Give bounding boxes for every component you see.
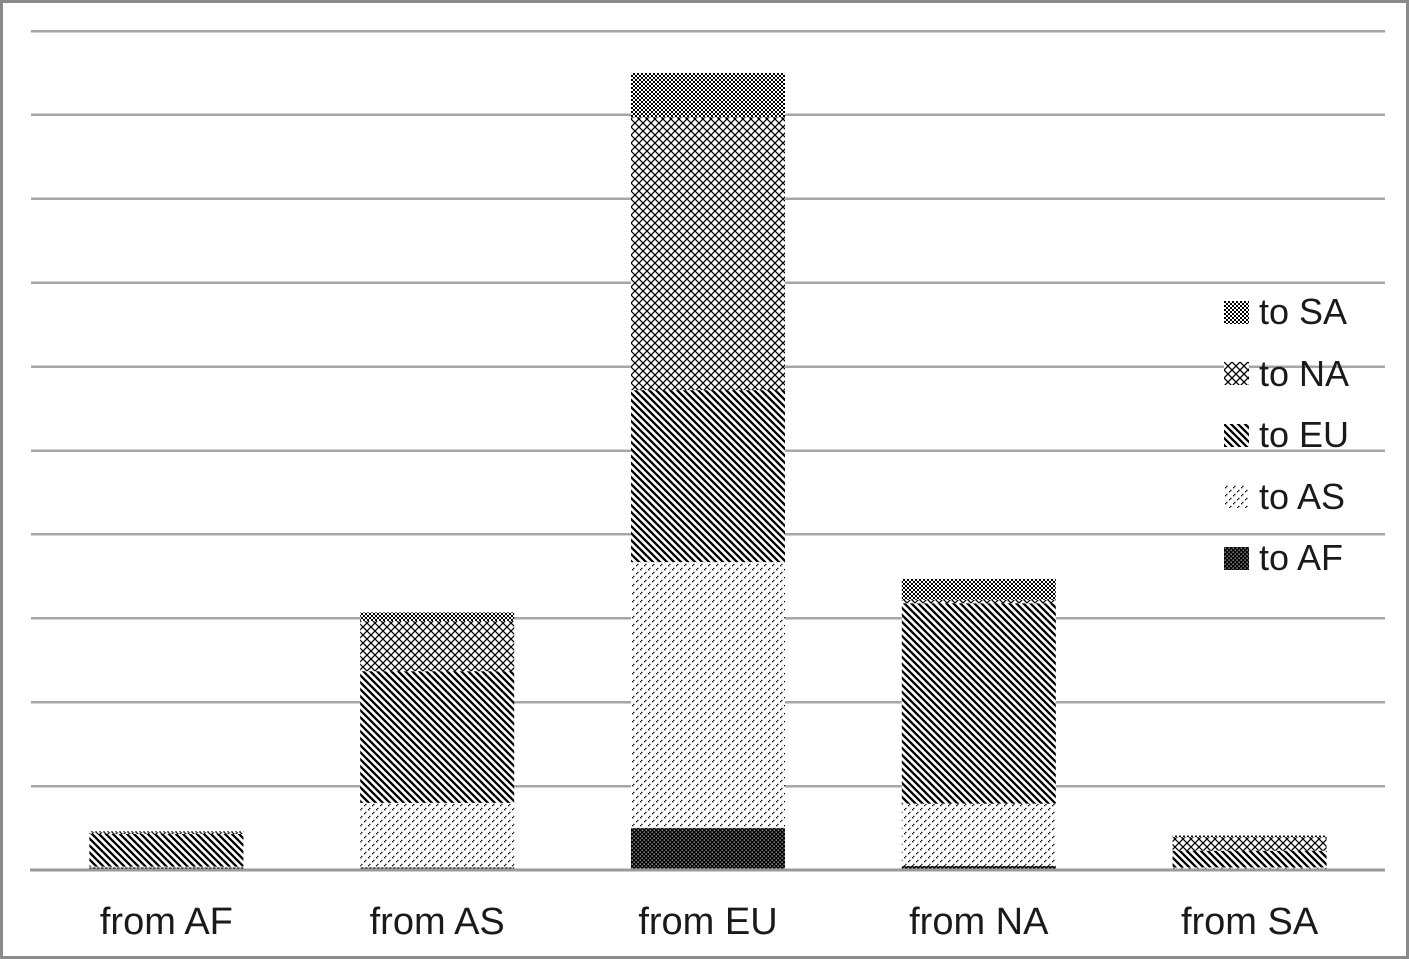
- bar-segment-from-as-to-na: [360, 620, 515, 672]
- legend-item-to-na: to NA: [1224, 352, 1350, 394]
- legend-label: to AF: [1259, 537, 1344, 578]
- bar-segment-from-eu-to-sa: [631, 72, 785, 118]
- bar-segment-from-af-to-as: [89, 866, 244, 868]
- bar-segment-from-sa-to-sa: [1172, 835, 1327, 838]
- bar-segment-from-as-to-as: [360, 802, 515, 868]
- bar-from-na: [901, 578, 1056, 870]
- legend-item-to-eu: to EU: [1224, 414, 1350, 455]
- x-axis-label-from-sa: from SA: [1180, 901, 1319, 943]
- bar-segment-from-na-to-as: [901, 803, 1056, 866]
- x-axis-label-from-af: from AF: [99, 901, 233, 943]
- x-axis-label-from-as: from AS: [369, 901, 505, 943]
- plot-area: [30, 29, 1385, 872]
- legend-label: to NA: [1259, 352, 1350, 394]
- bar-segment-from-af-to-sa: [89, 831, 244, 833]
- bar-segment-from-eu-to-na: [631, 117, 785, 391]
- bar-segment-from-sa-to-na: [1172, 837, 1327, 851]
- x-axis-label-from-eu: from EU: [638, 901, 778, 943]
- bar-segment-from-as-to-eu: [360, 671, 515, 803]
- bar-from-eu: [631, 72, 785, 870]
- bar-from-af: [89, 831, 244, 870]
- legend-swatch-to-eu-icon: [1224, 423, 1249, 447]
- bar-segment-from-na-to-eu: [901, 603, 1056, 804]
- bar-segment-from-eu-to-af: [631, 828, 785, 870]
- bar-segment-from-eu-to-eu: [631, 390, 785, 563]
- bar-from-sa: [1172, 835, 1327, 870]
- bar-segment-from-sa-to-as: [1172, 867, 1327, 870]
- bar-segment-from-sa-to-eu: [1172, 850, 1327, 868]
- legend-swatch-to-as-icon: [1224, 485, 1249, 508]
- bar-from-as: [360, 612, 515, 870]
- legend-label: to AS: [1259, 475, 1346, 517]
- legend-label: to EU: [1259, 414, 1350, 455]
- legend-item-to-af: to AF: [1224, 537, 1344, 578]
- bar-segment-from-na-to-af: [901, 865, 1056, 870]
- bar-segment-from-af-to-na: [89, 832, 244, 834]
- bars: [89, 72, 1327, 870]
- bar-segment-from-na-to-sa: [901, 578, 1056, 600]
- legend-item-to-sa: to SA: [1224, 291, 1348, 332]
- legend-swatch-to-na-icon: [1224, 362, 1249, 385]
- legend-swatch-to-af-icon: [1224, 546, 1249, 570]
- legend-item-to-as: to AS: [1224, 475, 1346, 517]
- bar-segment-from-eu-to-as: [631, 562, 785, 829]
- legend-swatch-to-sa-icon: [1224, 300, 1249, 324]
- x-axis-label-from-na: from NA: [909, 901, 1049, 943]
- legend-label: to SA: [1259, 291, 1348, 332]
- bar-segment-from-na-to-na: [901, 599, 1056, 604]
- bar-segment-from-as-to-sa: [360, 612, 515, 621]
- bar-segment-from-af-to-eu: [89, 833, 244, 867]
